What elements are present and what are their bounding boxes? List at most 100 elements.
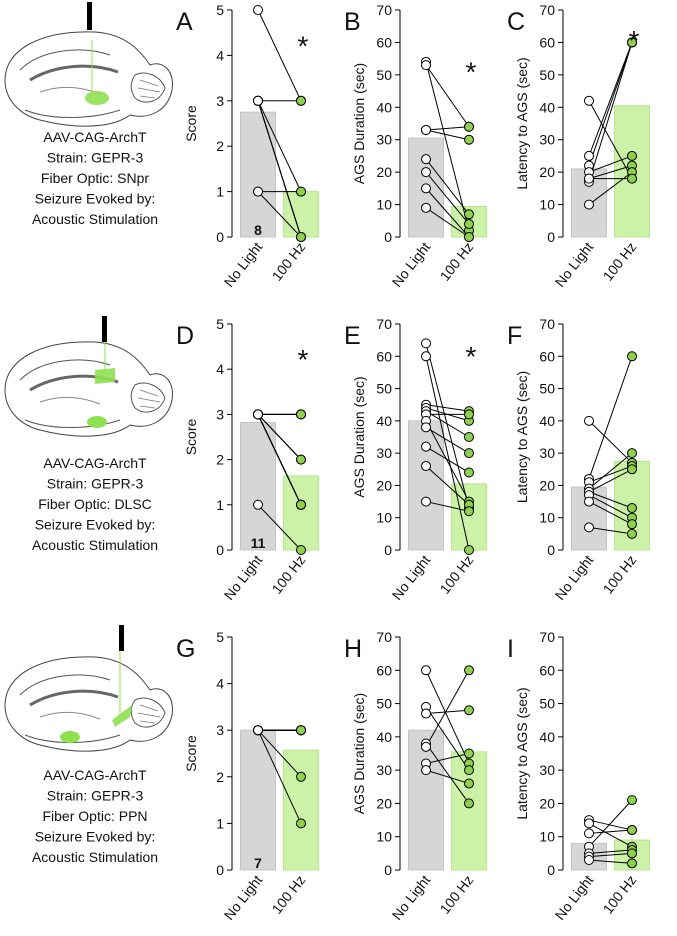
data-point	[421, 496, 431, 507]
brain-diagram	[3, 625, 174, 753]
description-line: Strain: GEPR-3	[47, 788, 144, 804]
data-point	[421, 665, 431, 676]
data-point	[464, 121, 474, 132]
bar	[408, 729, 444, 871]
data-point	[421, 124, 431, 135]
data-point	[296, 499, 306, 510]
panel-label: C	[507, 8, 525, 36]
panel-label: D	[176, 322, 194, 350]
pair-line	[588, 42, 633, 157]
y-axis-label: Latency to AGS (sec)	[514, 57, 530, 189]
y-axis-label: Score	[183, 419, 199, 456]
y-axis-label: Score	[183, 105, 199, 142]
x-tick-label: 100 Hz	[436, 552, 476, 597]
significance-star: *	[466, 341, 477, 372]
y-tick-label: 50	[539, 381, 555, 397]
description-line: AAV-CAG-ArchT	[43, 455, 147, 471]
pair-line	[425, 126, 470, 131]
y-tick-label: 0	[384, 229, 392, 245]
y-tick-label: 2	[216, 769, 224, 785]
data-point	[584, 818, 594, 829]
data-point	[296, 454, 306, 465]
pair-line	[588, 420, 633, 464]
x-tick-label: No Light	[389, 552, 434, 603]
pair-line	[425, 670, 470, 748]
pair-line	[588, 849, 633, 854]
data-point	[421, 708, 431, 719]
y-tick-label: 5	[216, 316, 224, 332]
description-line: Acoustic Stimulation	[32, 211, 158, 227]
data-point	[584, 828, 594, 839]
data-point	[584, 150, 594, 161]
y-tick-label: 5	[216, 629, 224, 645]
data-point	[627, 519, 637, 530]
data-point	[464, 545, 474, 555]
significance-star: *	[629, 25, 640, 56]
y-tick-label: 40	[539, 99, 555, 115]
bar	[451, 483, 487, 551]
pair-line	[257, 100, 302, 192]
pair-line	[588, 465, 633, 483]
data-point	[421, 167, 431, 178]
data-point	[627, 503, 637, 514]
panel-label: E	[344, 322, 361, 350]
y-axis-label: AGS Duration (sec)	[351, 376, 367, 497]
pair-line	[588, 819, 633, 831]
description-line: Strain: GEPR-3	[47, 150, 144, 166]
pair-line	[588, 171, 633, 205]
description-line: Acoustic Stimulation	[32, 849, 158, 865]
x-tick-label: 100 Hz	[268, 239, 308, 284]
data-point	[296, 725, 306, 736]
y-tick-label: 0	[216, 862, 224, 878]
pair-line	[588, 452, 633, 490]
data-point	[421, 202, 431, 213]
data-point	[253, 409, 263, 420]
y-tick-label: 3	[216, 722, 224, 738]
x-tick-label: 100 Hz	[436, 239, 476, 284]
y-tick-label: 0	[216, 542, 224, 558]
pair-line	[257, 191, 302, 238]
bar	[240, 422, 276, 551]
y-tick-label: 20	[539, 164, 555, 180]
y-tick-label: 70	[376, 316, 392, 332]
data-point	[253, 95, 263, 106]
data-point	[253, 186, 263, 197]
description-line: Fiber Optic: SNpr	[41, 170, 149, 186]
y-axis-label: Score	[183, 735, 199, 772]
pair-line	[425, 207, 470, 238]
data-point	[464, 448, 474, 459]
data-point	[627, 795, 637, 806]
pair-line	[425, 420, 470, 502]
pair-line	[425, 426, 470, 454]
y-tick-label: 40	[539, 729, 555, 745]
y-tick-label: 30	[539, 445, 555, 461]
data-point	[627, 858, 637, 869]
pair-line	[425, 410, 470, 438]
pair-line	[425, 753, 470, 764]
data-point	[584, 199, 594, 210]
description-line: Seizure Evoked by:	[35, 191, 156, 207]
data-point	[421, 461, 431, 472]
data-point	[464, 409, 474, 420]
data-point	[421, 183, 431, 194]
y-axis-label: AGS Duration (sec)	[351, 693, 367, 814]
y-tick-label: 30	[376, 445, 392, 461]
y-tick-label: 0	[547, 862, 555, 878]
data-point	[627, 825, 637, 836]
y-tick-label: 10	[376, 510, 392, 526]
data-point	[464, 665, 474, 676]
pair-line	[425, 465, 470, 506]
y-axis-label: AGS Duration (sec)	[351, 63, 367, 184]
data-point	[296, 771, 306, 782]
pair-line	[588, 155, 633, 173]
description-line: Seizure Evoked by:	[35, 517, 156, 533]
pair-line	[588, 42, 633, 166]
y-tick-label: 40	[376, 729, 392, 745]
data-point	[627, 173, 637, 184]
y-axis-label: Latency to AGS (sec)	[514, 371, 530, 503]
y-tick-label: 5	[216, 2, 224, 18]
y-tick-label: 50	[376, 381, 392, 397]
data-point	[627, 464, 637, 475]
y-tick-label: 40	[376, 99, 392, 115]
panel-label: G	[176, 635, 195, 663]
